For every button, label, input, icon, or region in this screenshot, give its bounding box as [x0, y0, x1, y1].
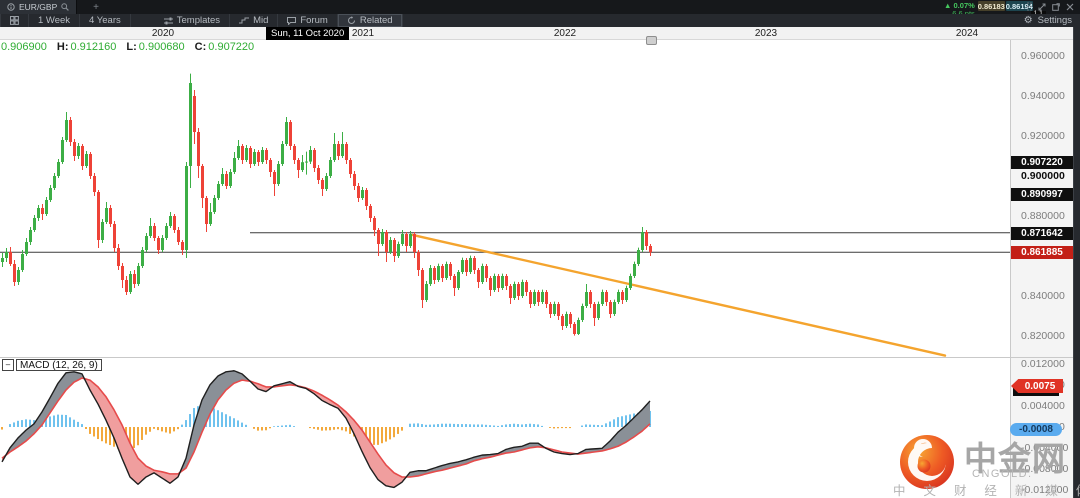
axis-label: -0.004000 [1021, 442, 1069, 454]
year-label: 2021 [351, 28, 375, 39]
ask-price-button[interactable]: 0.86194 [1005, 1, 1033, 11]
search-icon[interactable] [61, 3, 70, 11]
new-tab-button[interactable]: + [88, 1, 104, 13]
price-badge: 0.907220 [1011, 155, 1073, 169]
signal-value-badge: -0.0008 [1010, 422, 1062, 436]
axis-label: 0.012000 [1021, 358, 1065, 370]
low-key: L: [126, 41, 137, 53]
close-value: 0.907220 [208, 41, 255, 53]
range-button[interactable]: 4 Years [80, 14, 131, 27]
axis-label: 0.880000 [1021, 210, 1065, 222]
axis-label: 0.940000 [1021, 90, 1065, 102]
macd-indicator-label: – MACD (12, 26, 9) [2, 359, 102, 371]
crosshair-date-tooltip: Sun, 11 Oct 2020 [266, 27, 350, 40]
speech-bubble-icon [287, 16, 297, 25]
tab-bar: EUR/GBP + ▲ 0.07% 6.6 pts 0.86183 0.8619… [0, 0, 1080, 18]
ohlc-readout: 0.906900 H: 0.912160 L: 0.900680 C: 0.90722… [1, 41, 254, 53]
price-badge: 0.871642 [1011, 226, 1073, 240]
window-controls [1027, 2, 1074, 11]
axis-label: 0.004000 [1021, 400, 1065, 412]
axis-label: 0.960000 [1021, 50, 1065, 62]
open-value: 0.906900 [1, 41, 47, 53]
change-points: 6.6 pts [944, 10, 975, 18]
year-label: 2020 [151, 28, 175, 39]
macd-value-badge: 0.0075 [1011, 379, 1063, 393]
axis-label: 0.820000 [1021, 330, 1065, 342]
tab-eurgbp[interactable]: EUR/GBP [0, 0, 78, 14]
gear-icon: ⚙ [1023, 14, 1033, 26]
related-refresh-icon [347, 16, 355, 24]
axis-label: 0.840000 [1021, 290, 1065, 302]
right-edge-panel[interactable] [1073, 27, 1080, 498]
high-value: 0.912160 [70, 41, 117, 53]
price-chart-canvas[interactable] [0, 40, 1010, 357]
time-axis[interactable]: 2020 2021 2022 2023 2024 Sun, 11 Oct 2020 [0, 27, 1073, 45]
axis-label: 0.900000 [1021, 170, 1065, 182]
axis-label: -0.008000 [1021, 463, 1069, 475]
macd-chart-canvas[interactable] [0, 357, 1010, 498]
instrument-icon [7, 3, 15, 11]
layout-grid-button[interactable] [0, 14, 29, 27]
templates-button[interactable]: Templates [155, 14, 231, 27]
high-key: H: [56, 41, 69, 53]
related-button[interactable]: Related [337, 14, 403, 27]
close-icon[interactable] [1066, 3, 1074, 11]
sliders-icon [163, 17, 173, 24]
year-label: 2022 [553, 28, 577, 39]
price-badge: 0.890997 [1011, 187, 1073, 201]
year-label: 2024 [955, 28, 979, 39]
close-key: C: [194, 41, 207, 53]
price-badge: 0.861885 [1011, 245, 1073, 259]
macd-label-text: MACD (12, 26, 9) [16, 359, 102, 371]
mid-button[interactable]: Mid [230, 14, 279, 27]
mid-line-icon [239, 17, 250, 23]
grid-icon [10, 16, 19, 25]
axis-border [1010, 40, 1011, 498]
change-percent: 0.07% [953, 1, 975, 10]
last-bar-marker[interactable] [646, 36, 657, 45]
minimize-indicator-button[interactable]: – [2, 359, 14, 371]
year-label: 2023 [754, 28, 778, 39]
axis-label: -0.012000 [1021, 484, 1069, 496]
axis-label: 0.920000 [1021, 130, 1065, 142]
forum-button[interactable]: Forum [278, 14, 338, 27]
quote-change: ▲ 0.07% 6.6 pts [944, 1, 975, 18]
bid-price-button[interactable]: 0.86183 [977, 1, 1005, 11]
timeframe-button[interactable]: 1 Week [29, 14, 81, 27]
toolbar: 1 Week 4 Years Templates Mid Forum Relat… [0, 14, 1080, 27]
pane-separator[interactable] [0, 357, 1073, 358]
resize-icon[interactable] [1038, 3, 1046, 11]
settings-button[interactable]: ⚙ Settings [1023, 14, 1072, 26]
drag-handle-icon[interactable] [1027, 2, 1032, 11]
price-axis[interactable] [1011, 40, 1073, 498]
popout-icon[interactable] [1052, 2, 1060, 11]
plus-icon: + [93, 1, 99, 13]
arrow-up-icon: ▲ [944, 1, 954, 10]
low-value: 0.900680 [138, 41, 185, 53]
tab-symbol-label: EUR/GBP [19, 2, 58, 12]
